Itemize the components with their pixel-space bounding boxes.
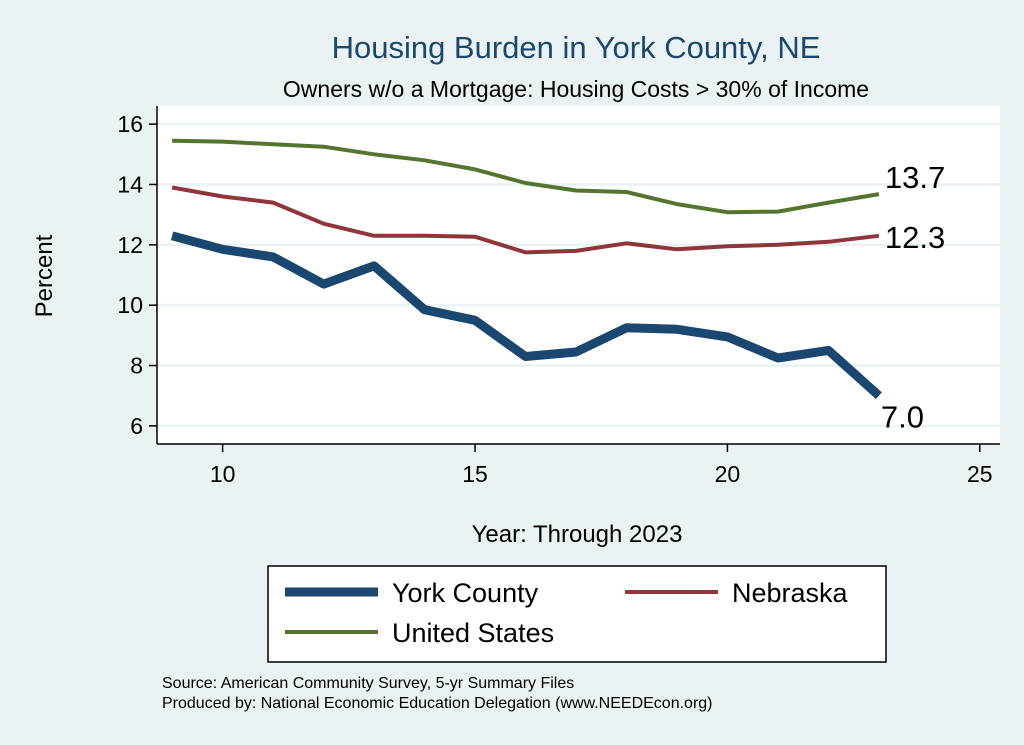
y-axis-label: Percent [31, 234, 58, 317]
chart-title: Housing Burden in York County, NE [332, 30, 821, 65]
x-axis-label: Year: Through 2023 [472, 521, 683, 548]
y-tick-label: 10 [117, 292, 143, 318]
y-tick-label: 12 [117, 232, 143, 258]
legend-label: United States [392, 618, 554, 648]
legend-label: York County [392, 578, 539, 608]
series-line-united-states [172, 138, 880, 215]
legend [267, 565, 887, 663]
end-label: 13.7 [885, 160, 945, 195]
end-label: 12.3 [885, 220, 945, 255]
source-note: Source: American Community Survey, 5-yr … [162, 675, 574, 692]
y-tick-label: 6 [130, 413, 143, 439]
series-line-nebraska [171, 185, 880, 255]
y-tick-label: 14 [117, 171, 143, 197]
x-tick-label: 20 [715, 461, 741, 487]
x-tick-label: 15 [462, 461, 488, 487]
legend-label: Nebraska [732, 578, 849, 608]
x-tick-label: 10 [210, 461, 236, 487]
y-tick-label: 8 [130, 353, 143, 379]
x-tick-label: 25 [967, 461, 993, 487]
chart-subtitle: Owners w/o a Mortgage: Housing Costs > 3… [283, 76, 869, 102]
series-line-york-county [170, 231, 882, 400]
y-tick-label: 16 [117, 111, 143, 137]
producer-note: Produced by: National Economic Education… [162, 695, 713, 712]
end-label: 7.0 [881, 400, 924, 435]
